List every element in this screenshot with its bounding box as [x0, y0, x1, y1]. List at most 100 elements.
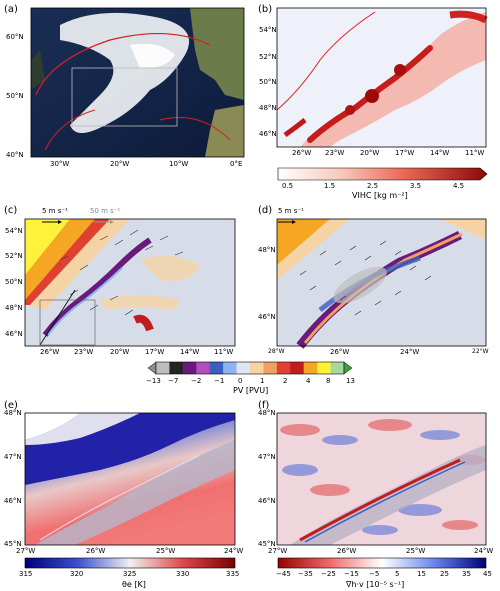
cloud-band [60, 12, 190, 134]
colorbar-tick: 13 [346, 377, 355, 385]
colorbar-tick: 4.5 [453, 182, 465, 190]
colorbar-label: θe [K] [122, 580, 146, 589]
pv-colorbar-segment [223, 362, 237, 374]
lon-tick: 11°W [214, 348, 234, 356]
colorbar-tick: 1 [260, 377, 265, 385]
pv-colorbar-segment [156, 362, 170, 374]
lat-tick: 54°N [259, 26, 277, 34]
lat-tick: 54°N [5, 227, 23, 235]
lon-tick: 30°W [50, 160, 70, 168]
lat-tick: 48°N [5, 304, 23, 312]
colorbar-tick: 8 [326, 377, 331, 385]
lon-tick: 25°W [156, 547, 176, 555]
wind-scale-black: 5 m s⁻¹ [278, 207, 304, 215]
pv-colorbar-segment [182, 362, 197, 374]
lat-tick: 46°N [4, 497, 22, 505]
lon-tick: 14°W [180, 348, 200, 356]
lon-tick: 10°W [169, 160, 189, 168]
colorbar-tick: 315 [19, 570, 33, 578]
lat-tick: 52°N [259, 53, 277, 61]
panel-c-label: (c) [4, 205, 18, 216]
colorbar-tick: 2.5 [367, 182, 379, 190]
lon-tick: 20°W [360, 149, 380, 157]
pv-colorbar-segment [250, 362, 264, 374]
lon-tick: 25°W [406, 547, 426, 555]
lon-tick: 27°W [16, 547, 36, 555]
panel-b-label: (b) [258, 4, 273, 15]
colorbar-tick: 5 [395, 570, 400, 578]
lat-tick: 47°N [4, 453, 22, 461]
panel-a-label: (a) [4, 4, 18, 15]
colorbar-tick: −2 [191, 377, 202, 385]
colorbar-tick: −15 [344, 570, 359, 578]
wind-scale-gray: 50 m s⁻¹ [90, 207, 121, 215]
colorbar-tick: −5 [369, 570, 380, 578]
domain-box [71, 67, 178, 127]
pv-colorbar-segment [290, 362, 305, 374]
colorbar-tick: 325 [123, 570, 137, 578]
lat-tick: 50°N [5, 278, 23, 286]
colorbar-tick: −13 [146, 377, 161, 385]
lat-tick: 46°N [5, 330, 23, 338]
colorbar-tick: 330 [176, 570, 190, 578]
pv-colorbar-segment [330, 362, 345, 374]
colorbar-label: VIHC [kg m⁻²] [352, 191, 408, 200]
panel-e-label: (e) [4, 400, 18, 411]
lon-tick: 20°W [110, 160, 130, 168]
lat-tick: 48°N [4, 409, 22, 417]
colorbar-tick: 320 [70, 570, 84, 578]
lat-tick: 46°N [259, 130, 277, 138]
colorbar-tick: 25 [440, 570, 449, 578]
colorbar-tick: 0 [238, 377, 243, 385]
pv-colorbar-segment [276, 362, 291, 374]
colorbar-label: PV [PVU] [233, 386, 269, 395]
wind-vectors [59, 229, 184, 316]
lat-tick: 48°N [258, 409, 276, 417]
colorbar-tick: 35 [462, 570, 471, 578]
lon-tick: 17°W [145, 348, 165, 356]
lon-tick: 24°W [224, 547, 244, 555]
wind-vectors [299, 240, 432, 316]
lon-tick: 27°W [268, 547, 288, 555]
lon-tick: 22°W [472, 348, 489, 355]
lat-tick: 46°N [258, 497, 276, 505]
lon-tick: 24°W [474, 547, 494, 555]
lon-tick: 26°W [86, 547, 106, 555]
lon-tick: 23°W [74, 348, 94, 356]
lat-tick: 46°N [258, 313, 276, 321]
lon-tick: 24°W [400, 348, 420, 356]
colorbar-tick: 335 [226, 570, 240, 578]
lon-tick: 23°W [325, 149, 345, 157]
colorbar-tick: 4 [306, 377, 311, 385]
colorbar-tick: 0.5 [282, 182, 294, 190]
colorbar-tick: 15 [417, 570, 426, 578]
pv-colorbar-segment [209, 362, 224, 374]
greenland-land [31, 50, 45, 90]
wind-scale-black: 5 m s⁻¹ [42, 207, 68, 215]
lon-tick: 26°W [292, 149, 312, 157]
lon-tick: 26°W [330, 348, 350, 356]
lat-tick: 50°N [259, 78, 277, 86]
colorbar-tick: 2 [283, 377, 288, 385]
lat-tick: 60°N [6, 33, 24, 41]
lon-tick: 11°W [465, 149, 485, 157]
panel-f-label: (f) [258, 400, 270, 411]
pv-colorbar-segment [169, 362, 184, 374]
lon-tick: 17°W [395, 149, 415, 157]
colorbar-tick: 1.5 [324, 182, 336, 190]
panel-d-label: (d) [258, 205, 273, 216]
pv-colorbar-segment [263, 362, 278, 374]
lon-tick: 26°W [337, 547, 357, 555]
lat-tick: 50°N [6, 92, 24, 100]
colorbar-tick: 45 [483, 570, 492, 578]
colorbar-tick: 3.5 [410, 182, 422, 190]
lon-tick: 14°W [430, 149, 450, 157]
